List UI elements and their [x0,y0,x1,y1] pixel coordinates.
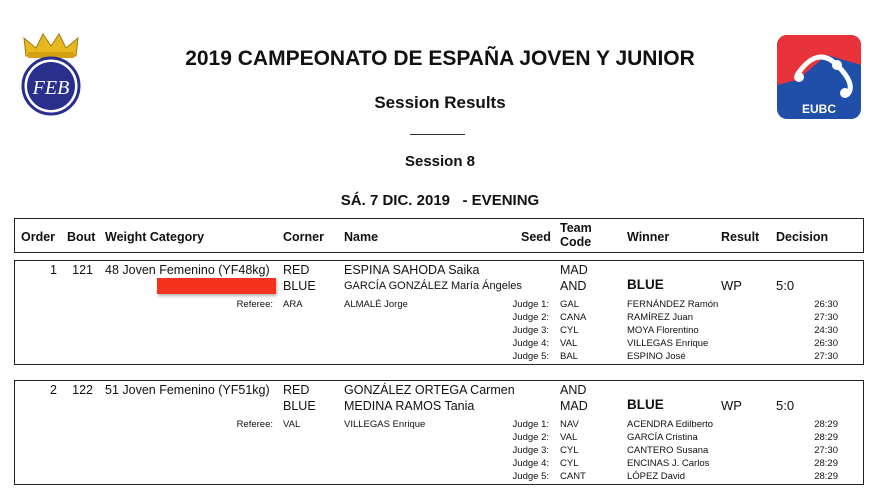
judge-name: MOYA Florentino [627,325,699,336]
judge-score: 24:30 [814,325,838,336]
weight-category: 48 Joven Femenino (YF48kg) [105,263,270,277]
judge-country: CANA [560,312,587,323]
red-team: MAD [560,263,588,277]
col-order: Order [21,230,56,244]
blue-corner: BLUE [283,279,316,293]
judge-name: CANTERO Susana [627,445,709,456]
col-seed: Seed [521,230,551,244]
judge-label: Judge 3: [512,325,549,336]
referee-name: ALMALÉ Jorge [344,299,408,310]
judge-label: Judge 3: [512,445,549,456]
redaction-bar [157,278,276,294]
col-weight-category: Weight Category [105,230,205,244]
blue-team: AND [560,279,587,293]
judge-label: Judge 5: [512,471,549,482]
result: WP [721,278,742,293]
session-label: Session 8 [404,153,476,170]
col-decision: Decision [776,230,829,244]
judge-score: 28:29 [814,432,838,443]
divider [410,134,465,135]
judge-name: ACENDRA Edilberto [627,419,714,430]
referee-country: ARA [283,299,303,310]
judge-country: CANT [560,471,586,482]
judge-name: VILLEGAS Enrique [627,338,709,349]
judge-country: CYL [560,325,579,336]
judge-score: 26:30 [814,299,838,310]
judge-label: Judge 4: [512,338,549,349]
judge-name: GARCÍA Cristina [627,432,698,443]
referee-label: Referee: [236,299,273,310]
col-name: Name [344,230,379,244]
referee-name: VILLEGAS Enrique [344,419,426,430]
table-header: Order Bout Weight Category Corner Name S… [14,218,864,253]
red-corner: RED [283,383,310,397]
judge-country: NAV [560,419,579,430]
judge-score: 28:29 [814,458,838,469]
judge-country: GAL [560,299,580,310]
judge-label: Judge 1: [512,299,549,310]
decision: 5:0 [776,278,795,293]
judge-name: LÓPEZ David [627,471,686,482]
order: 1 [50,263,57,277]
judge-score: 28:29 [814,419,838,430]
blue-name: GARCÍA GONZÁLEZ María Ángeles [344,280,522,292]
page-subtitle: Session Results [374,93,506,112]
bout-number: 122 [72,383,93,397]
col-team-code: Team Code [560,221,592,249]
judge-name: ESPINO José [627,351,686,362]
blue-team: MAD [560,399,588,413]
judge-score: 27:30 [814,312,838,323]
judge-score: 26:30 [814,338,838,349]
judge-label: Judge 2: [512,432,549,443]
blue-name: MEDINA RAMOS Tania [344,399,475,413]
judge-country: CYL [560,458,579,469]
judge-label: Judge 4: [512,458,549,469]
red-team: AND [560,383,587,397]
col-bout: Bout [67,230,96,244]
judge-country: VAL [560,432,578,443]
judge-score: 27:30 [814,351,838,362]
session-date: SÁ. 7 DIC. 2019 - EVENING [340,192,540,209]
red-corner: RED [283,263,310,277]
referee-label: Referee: [236,419,273,430]
winner: BLUE [627,277,664,292]
judge-country: VAL [560,338,578,349]
page-title: 2019 CAMPEONATO DE ESPAÑA JOVEN Y JUNIOR [185,47,695,70]
judge-score: 28:29 [814,471,838,482]
col-corner: Corner [283,230,324,244]
weight-category: 51 Joven Femenino (YF51kg) [105,383,270,397]
judge-label: Judge 5: [512,351,549,362]
order: 2 [50,383,57,397]
col-result: Result [721,230,760,244]
red-name: GONZÁLEZ ORTEGA Carmen [344,383,515,397]
svg-text:FEB: FEB [32,77,70,99]
judge-label: Judge 2: [512,312,549,323]
judge-country: CYL [560,445,579,456]
decision: 5:0 [776,398,795,413]
judge-country: BAL [560,351,578,362]
judge-name: RAMÍREZ Juan [627,312,693,323]
feb-logo: FEB [18,28,84,118]
svg-text:EUBC: EUBC [802,102,836,116]
bout-row: 1 121 48 Joven Femenino (YF48kg) RED ESPINA … [14,260,864,365]
judge-score: 27:30 [814,445,838,456]
judge-label: Judge 1: [512,419,549,430]
judge-name: FERNÁNDEZ Ramón [627,299,719,310]
blue-corner: BLUE [283,399,316,413]
eubc-logo: EUBC [777,35,861,119]
referee-country: VAL [283,419,301,430]
result: WP [721,398,742,413]
col-winner: Winner [627,230,670,244]
winner: BLUE [627,397,664,412]
judge-name: ENCINAS J. Carlos [627,458,710,469]
red-name: ESPINA SAHODA Saika [344,263,480,277]
bout-row: 2 122 51 Joven Femenino (YF51kg) RED GONZÁLE… [14,380,864,485]
bout-number: 121 [72,263,93,277]
